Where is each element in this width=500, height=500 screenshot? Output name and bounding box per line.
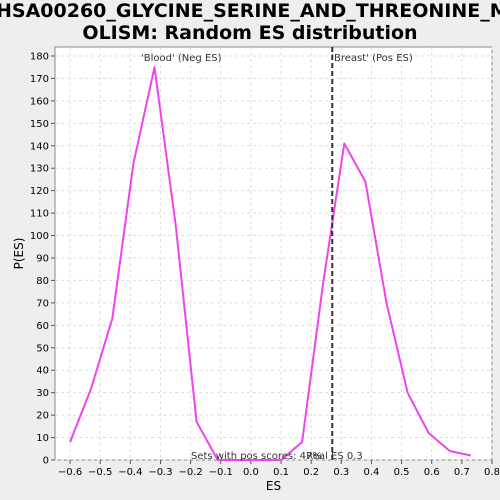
plot-area — [54, 46, 493, 461]
x-axis-label: ES — [266, 479, 281, 493]
x-tick-label: 0.5 — [394, 467, 410, 478]
y-tick-label: 30 — [36, 388, 49, 399]
series-layer — [69, 66, 472, 461]
es-distribution-line — [69, 66, 472, 461]
x-tick-label: −0.3 — [148, 467, 172, 478]
neg-es-label: 'Blood' (Neg ES) — [141, 53, 222, 64]
y-tick-label: 130 — [30, 164, 49, 175]
x-tick-label: 0.1 — [273, 467, 289, 478]
y-tick-label: 50 — [36, 343, 49, 354]
chart-title-line-1: HSA00260_GLYCINE_SERINE_AND_THREONINE_ME… — [0, 0, 500, 22]
pos-scores-footer: Sets with pos scores: 47% — [191, 451, 322, 462]
y-tick-label: 140 — [30, 141, 49, 152]
x-tick-label: 0.3 — [333, 467, 349, 478]
x-tick-label: 0.7 — [454, 467, 470, 478]
y-tick-label: 110 — [30, 209, 49, 220]
y-tick-label: 40 — [36, 366, 49, 377]
y-tick-label: 20 — [36, 411, 49, 422]
x-tick-label: −0.6 — [58, 467, 82, 478]
y-tick-label: 120 — [30, 186, 49, 197]
axes: 0 10 20 30 40 50 60 70 80 90 100 110 120 130 140 150 160… — [30, 51, 500, 478]
x-tick-label: −0.4 — [118, 467, 142, 478]
x-tick-label: 0.8 — [484, 467, 500, 478]
y-tick-label: 70 — [36, 298, 49, 309]
chart-title-line-2: OLISM: Random ES distribution — [82, 22, 418, 44]
y-tick-label: 90 — [36, 253, 49, 264]
y-tick-label: 180 — [30, 51, 49, 62]
y-tick-label: 60 — [36, 321, 49, 332]
x-tick-label: 0.4 — [363, 467, 379, 478]
real-es-label: Real ES 0.3 — [306, 451, 362, 462]
y-tick-label: 0 — [43, 456, 49, 467]
x-tick-label: 0.2 — [303, 467, 319, 478]
x-tick-label: 0.0 — [243, 467, 259, 478]
y-axis-label: P(ES) — [12, 238, 26, 270]
x-tick-label: −0.1 — [209, 467, 233, 478]
x-tick-label: 0.6 — [424, 467, 440, 478]
grid-lines — [55, 47, 493, 461]
y-tick-label: 170 — [30, 74, 49, 85]
y-tick-label: 80 — [36, 276, 49, 287]
y-tick-label: 10 — [36, 433, 49, 444]
x-tick-label: −0.2 — [178, 467, 202, 478]
pos-es-label: 'Breast' (Pos ES) — [331, 53, 413, 64]
y-tick-label: 100 — [30, 231, 49, 242]
y-tick-label: 150 — [30, 119, 49, 130]
chart-title: HSA00260_GLYCINE_SERINE_AND_THREONINE_ME… — [0, 0, 500, 44]
y-tick-label: 160 — [30, 96, 49, 107]
x-tick-label: −0.5 — [88, 467, 112, 478]
